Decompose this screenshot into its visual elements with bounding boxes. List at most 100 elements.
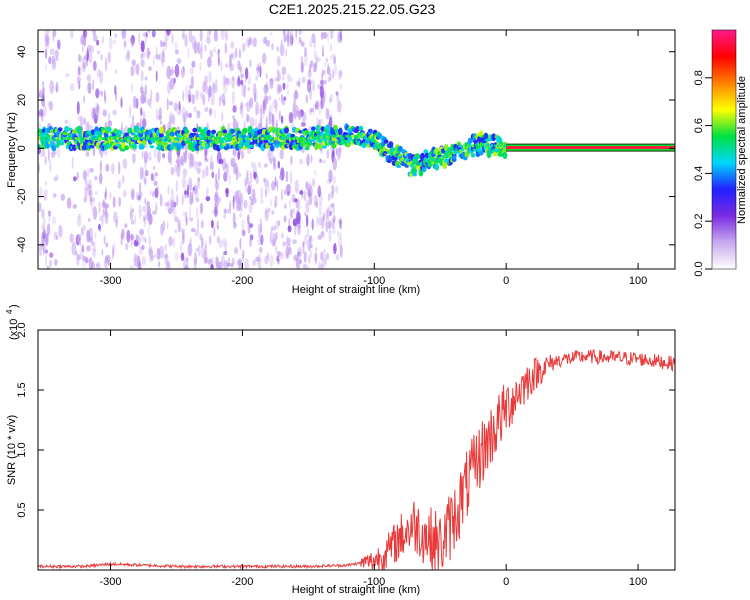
- colorbar-gradient: [711, 29, 737, 270]
- ridge-blob: [315, 124, 321, 132]
- noise-speck: [264, 95, 269, 104]
- noise-speck: [335, 185, 339, 194]
- noise-speck: [232, 196, 235, 210]
- noise-speck: [139, 166, 144, 181]
- noise-speck: [301, 122, 306, 127]
- noise-speck: [247, 221, 251, 234]
- noise-speck: [320, 95, 325, 109]
- noise-speck: [229, 55, 232, 69]
- noise-speck: [294, 89, 298, 96]
- noise-speck: [313, 102, 315, 116]
- noise-speck: [102, 208, 105, 217]
- noise-speck: [227, 122, 231, 131]
- noise-speck: [157, 186, 159, 191]
- noise-speck: [313, 170, 317, 176]
- noise-speck: [187, 47, 190, 58]
- noise-speck: [148, 248, 154, 257]
- noise-speck: [151, 190, 155, 198]
- noise-speck: [218, 95, 222, 107]
- noise-speck: [189, 153, 195, 168]
- noise-speck: [215, 79, 218, 85]
- noise-speck: [237, 75, 241, 88]
- noise-speck: [143, 217, 146, 228]
- noise-speck: [131, 220, 135, 225]
- noise-speck: [164, 44, 168, 50]
- noise-speck: [42, 86, 45, 98]
- noise-speck: [38, 122, 42, 129]
- noise-speck: [152, 55, 155, 66]
- noise-speck: [280, 189, 284, 201]
- noise-speck: [44, 180, 47, 186]
- noise-speck: [223, 208, 228, 214]
- noise-speck: [104, 211, 109, 224]
- noise-speck: [148, 66, 152, 72]
- noise-speck: [264, 179, 269, 188]
- noise-speck: [101, 35, 105, 44]
- noise-speck: [247, 185, 252, 196]
- noise-speck: [278, 96, 281, 101]
- noise-speck: [158, 107, 162, 121]
- noise-speck: [164, 202, 170, 207]
- noise-speck: [256, 67, 260, 72]
- ridge-blob: [304, 129, 310, 135]
- noise-speck: [259, 108, 262, 114]
- noise-speck: [337, 100, 342, 113]
- noise-speck: [267, 207, 271, 213]
- noise-speck: [333, 242, 337, 255]
- noise-speck: [320, 117, 323, 125]
- noise-speck: [338, 146, 342, 159]
- noise-speck: [182, 257, 188, 269]
- noise-speck: [120, 239, 123, 246]
- noise-speck: [99, 214, 103, 222]
- noise-speck: [207, 56, 212, 68]
- noise-speck: [153, 180, 158, 186]
- ridge-blob: [412, 168, 418, 174]
- noise-speck: [49, 259, 52, 268]
- noise-speck: [318, 104, 321, 116]
- noise-speck: [92, 206, 98, 220]
- noise-speck: [184, 85, 189, 100]
- noise-speck: [306, 200, 309, 214]
- noise-speck: [303, 251, 307, 264]
- noise-speck: [200, 220, 205, 229]
- noise-speck: [180, 241, 183, 253]
- noise-speck: [282, 241, 287, 247]
- noise-speck: [239, 105, 243, 115]
- noise-speck: [335, 253, 340, 261]
- noise-speck: [193, 258, 197, 264]
- noise-speck: [304, 199, 310, 214]
- noise-speck: [56, 235, 59, 240]
- noise-speck: [181, 194, 185, 206]
- noise-speck: [235, 167, 239, 174]
- noise-speck: [323, 79, 327, 85]
- noise-speck: [183, 265, 189, 269]
- noise-speck: [222, 237, 226, 248]
- noise-speck: [321, 95, 326, 103]
- noise-speck: [309, 86, 312, 101]
- noise-speck: [164, 34, 169, 42]
- noise-speck: [200, 47, 203, 60]
- noise-speck: [320, 263, 324, 269]
- noise-speck: [155, 205, 158, 211]
- noise-speck: [288, 217, 291, 230]
- noise-speck: [274, 99, 278, 114]
- snr-x-ticks: -300 -200 -100 0 100: [100, 330, 647, 588]
- noise-speck: [76, 171, 79, 181]
- noise-speck: [47, 147, 50, 162]
- noise-speck: [252, 259, 256, 267]
- noise-speck: [105, 163, 110, 172]
- noise-speck: [142, 216, 146, 222]
- noise-speck: [276, 70, 281, 82]
- noise-speck: [69, 83, 75, 92]
- noise-speck: [105, 242, 108, 248]
- noise-speck: [299, 190, 304, 196]
- ridge-blob: [249, 144, 255, 148]
- noise-speck: [271, 113, 275, 128]
- ridge-blob: [388, 141, 394, 149]
- noise-speck: [172, 207, 177, 218]
- ridge-blob: [211, 129, 217, 134]
- noise-speck: [208, 107, 213, 117]
- noise-speck: [77, 66, 81, 76]
- noise-speck: [251, 161, 254, 168]
- noise-speck: [43, 189, 49, 196]
